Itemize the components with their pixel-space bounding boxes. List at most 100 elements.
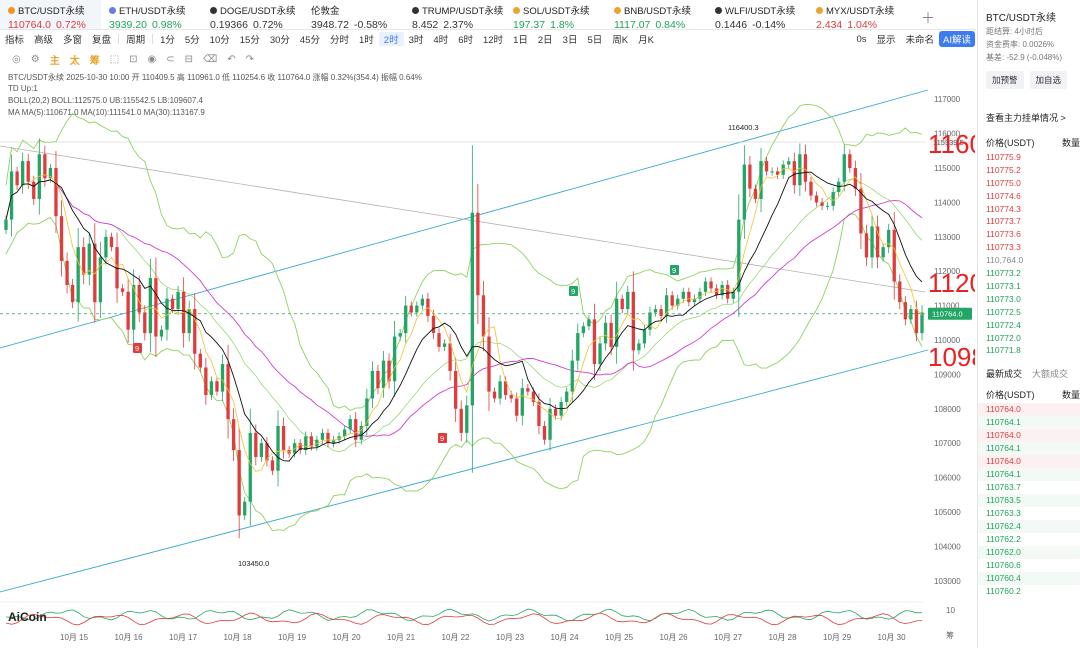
trash-icon[interactable]: ⌫ bbox=[203, 53, 218, 65]
y-tick-label: 107000 bbox=[934, 439, 961, 448]
eye-icon[interactable]: ◎ bbox=[12, 53, 21, 65]
coin-icon bbox=[614, 6, 621, 14]
candle-body bbox=[109, 236, 114, 248]
candle-body bbox=[503, 381, 508, 396]
candle-body bbox=[298, 443, 302, 451]
candle-body bbox=[787, 161, 791, 165]
candle-body bbox=[637, 343, 641, 351]
candle-body bbox=[115, 247, 119, 289]
candle-body bbox=[531, 391, 536, 402]
mid-price: 110,764.0 bbox=[986, 255, 1024, 266]
tab-large-trades[interactable]: 大额成交 bbox=[1032, 369, 1069, 380]
toolbar-item-13[interactable]: 2时 bbox=[378, 32, 404, 46]
candle-body bbox=[609, 322, 613, 347]
candle-body bbox=[265, 443, 269, 461]
toolbar-item-12[interactable]: 1时 bbox=[359, 35, 374, 46]
trade-row: 110764.0 bbox=[978, 429, 1080, 443]
x-tick-label: 10月 28 bbox=[769, 633, 798, 642]
toolbar-item-0[interactable]: 指标 bbox=[5, 35, 25, 46]
ticker-tab-2[interactable]: DOGE/USDT永续 0.19366 0.72% bbox=[202, 0, 303, 31]
ticker-tab-8[interactable]: MYX/USDT永续 2.434 1.04% bbox=[808, 0, 909, 31]
depth-link[interactable]: 查看主力挂单情况 > bbox=[986, 113, 1066, 123]
add-alert-button[interactable]: 加预警 bbox=[986, 71, 1024, 89]
redo-icon[interactable]: ↷ bbox=[245, 53, 254, 65]
ticker-price: 3948.72 bbox=[311, 19, 349, 31]
toolbar-item-11[interactable]: 分时 bbox=[329, 35, 349, 46]
draw-icon[interactable]: ⬚ bbox=[109, 53, 120, 65]
toolbar-item-1[interactable]: 高级 bbox=[34, 35, 54, 46]
toolbar-right-3[interactable]: AI解读 bbox=[939, 31, 975, 47]
candle-body bbox=[737, 219, 741, 292]
ticker-tab-4[interactable]: TRUMP/USDT永续 8.452 2.37% bbox=[404, 0, 505, 31]
toolbar-item-8[interactable]: 15分 bbox=[239, 35, 260, 46]
toolbar-item-4[interactable]: 周期 bbox=[126, 35, 146, 46]
ticker-tab-3[interactable]: 伦敦金 3948.72 -0.58% bbox=[303, 0, 404, 31]
toolbar-item-9[interactable]: 30分 bbox=[269, 35, 290, 46]
candle-body bbox=[170, 298, 175, 310]
add-watchlist-button[interactable]: 加自选 bbox=[1029, 71, 1068, 89]
toolbar-item-5[interactable]: 1分 bbox=[160, 35, 175, 46]
toolbar-item-14[interactable]: 3时 bbox=[408, 35, 424, 46]
magnet-icon[interactable]: ⊂ bbox=[166, 53, 175, 65]
tab-latest-trades[interactable]: 最新成交 bbox=[986, 369, 1023, 380]
ticker-tab-7[interactable]: WLFI/USDT永续 0.1446 -0.14% bbox=[707, 0, 808, 31]
candle-body bbox=[220, 364, 225, 392]
ticker-tab-1[interactable]: ETH/USDT永续 3939.20 0.98% bbox=[101, 0, 202, 31]
last-price-tag-bg bbox=[928, 307, 972, 320]
candle-body bbox=[465, 405, 469, 433]
ask-row: 110774.3 bbox=[986, 203, 1021, 214]
candlestick-chart[interactable]: 103000 104000 105000 106000 107000 108000 1090… bbox=[0, 70, 1015, 648]
candle-body bbox=[809, 181, 813, 196]
candle-body bbox=[392, 336, 397, 382]
candle-body bbox=[154, 278, 158, 337]
ticker-change: -0.58% bbox=[353, 19, 388, 31]
channel-lower-line bbox=[0, 349, 929, 593]
ticker-tab-6[interactable]: BNB/USDT永续 1117.07 0.84% bbox=[606, 0, 707, 31]
toolbar-right-0[interactable]: 0s bbox=[856, 33, 867, 45]
toolbar-item-19[interactable]: 2日 bbox=[537, 35, 553, 46]
coin-icon bbox=[715, 6, 722, 14]
ticker-name: SOL/USDT永续 bbox=[523, 6, 590, 17]
undo-icon[interactable]: ↶ bbox=[227, 53, 236, 65]
ticker-tab-0[interactable]: BTC/USDT永续 110764.0 0.72% bbox=[0, 0, 101, 31]
candle-body bbox=[487, 336, 491, 392]
coin-icon bbox=[816, 6, 823, 14]
candle-body bbox=[354, 419, 358, 440]
toolbar-item-10[interactable]: 45分 bbox=[299, 35, 320, 46]
toolbar-item-16[interactable]: 6时 bbox=[458, 35, 473, 46]
toolbar-item-2[interactable]: 多窗 bbox=[63, 35, 83, 46]
toolbar-item-6[interactable]: 5分 bbox=[184, 35, 200, 46]
toolbar-item-17[interactable]: 12时 bbox=[482, 35, 504, 46]
chips-toggle[interactable]: 筹 bbox=[89, 55, 100, 67]
subchart-line-green bbox=[5, 608, 923, 622]
lock-icon[interactable]: ⊡ bbox=[129, 53, 138, 65]
candle-body bbox=[759, 161, 763, 199]
visibility-icon[interactable]: ◉ bbox=[147, 53, 157, 65]
ticker-tab-5[interactable]: SOL/USDT永续 197.37 1.8% bbox=[505, 0, 606, 31]
chart-area[interactable]: 103000 104000 105000 106000 107000 108000 1090… bbox=[0, 70, 1015, 648]
ticker-name: BNB/USDT永续 bbox=[624, 6, 692, 17]
toolbar-item-7[interactable]: 10分 bbox=[209, 35, 230, 46]
candle-body bbox=[342, 429, 347, 437]
toolbar-item-20[interactable]: 3日 bbox=[562, 35, 578, 46]
toolbar-item-22[interactable]: 周K bbox=[612, 35, 629, 46]
toolbar-right-1[interactable]: 显示 bbox=[876, 35, 896, 46]
toolbar-item-3[interactable]: 复盘 bbox=[92, 35, 112, 46]
level-tag: 115939.5 bbox=[933, 138, 964, 147]
tai-toggle[interactable]: 太 bbox=[69, 55, 80, 67]
toolbar-item-21[interactable]: 5日 bbox=[587, 35, 603, 46]
candle-body bbox=[209, 381, 214, 396]
toolbar-right-2[interactable]: 未命名 bbox=[905, 35, 935, 46]
settings-icon[interactable]: ⚙ bbox=[30, 53, 40, 65]
trade-row: 110763.7 bbox=[978, 481, 1080, 495]
toolbar-item-23[interactable]: 月K bbox=[638, 35, 654, 46]
candle-body bbox=[137, 284, 141, 313]
main-toggle[interactable]: 主 bbox=[49, 55, 60, 67]
add-tab-icon[interactable]: ＋ bbox=[921, 10, 935, 26]
ruler-icon[interactable]: ⊟ bbox=[184, 53, 194, 65]
toolbar-item-15[interactable]: 4时 bbox=[433, 35, 449, 46]
candle-body bbox=[76, 247, 80, 303]
trade-row: 110760.2 bbox=[978, 585, 1080, 599]
toolbar-item-18[interactable]: 1日 bbox=[513, 35, 528, 46]
low-label: 103450.0 bbox=[238, 559, 269, 568]
